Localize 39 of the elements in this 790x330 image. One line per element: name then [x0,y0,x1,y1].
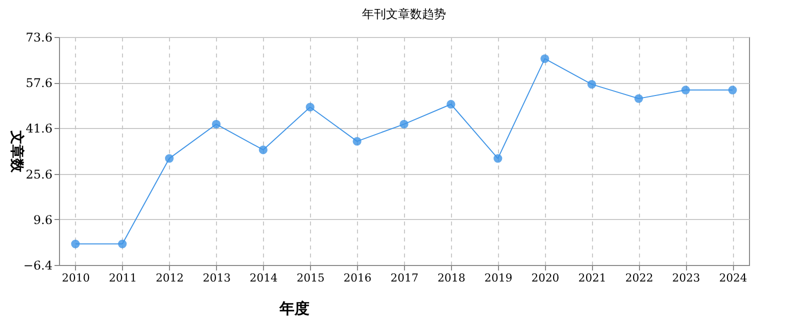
x-tick-label: 2022 [625,272,654,284]
point [587,80,596,89]
x-tick-label: 2016 [344,272,372,284]
point [118,240,127,248]
x-tick-label: 2024 [719,272,748,284]
x-tick-label: 2023 [672,272,700,284]
point [306,102,314,112]
x-tick-label: 2013 [202,272,231,284]
x-tick-label: 2014 [250,272,278,284]
y-tick-label: 41.6 [26,122,52,136]
x-tick-label: 2010 [62,272,90,284]
x-tick-label: 2012 [156,272,184,284]
x-axis-title: 年度 [278,300,310,318]
point [494,154,502,163]
y-tick-label: 9.6 [33,212,52,227]
y-tick-label: 25.6 [26,167,52,182]
point [71,240,80,248]
x-tick-label: 2017 [390,272,418,284]
point [212,120,221,129]
x-tick-label: 2011 [108,272,137,284]
point [681,86,690,94]
point [400,120,408,129]
point [728,86,737,94]
point [258,146,268,154]
x-tick-label: 2019 [484,272,512,284]
point [634,94,644,103]
point [540,54,550,63]
chart-title: 年刊文章数趋势 [362,7,446,21]
point [164,154,174,163]
y-tick-label: 57.6 [26,76,52,90]
x-tick-label: 2020 [531,272,560,284]
y-tick-label: −6.4 [23,258,53,272]
y-tick-label: 73.6 [26,30,52,44]
x-tick-label: 2021 [578,272,606,284]
x-tick-label: 2018 [437,272,466,284]
point [446,100,456,109]
x-tick-label: 2015 [296,272,325,284]
point [352,136,362,146]
y-axis-title: 文章数 [8,130,26,174]
